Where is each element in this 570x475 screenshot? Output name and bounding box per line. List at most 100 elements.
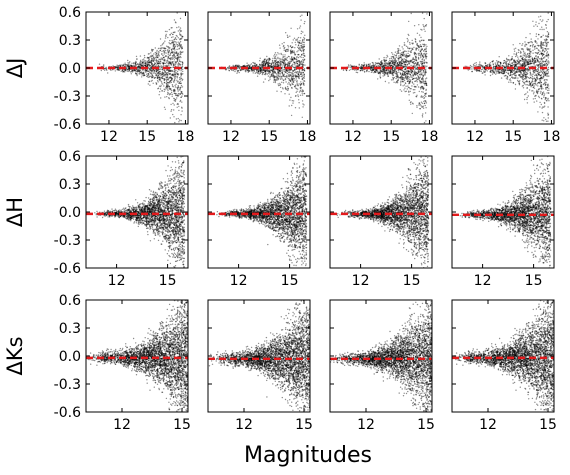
data-point — [423, 87, 425, 90]
data-point — [382, 75, 384, 77]
data-point — [538, 58, 541, 60]
data-point — [293, 77, 295, 80]
data-point — [163, 65, 165, 67]
data-point — [416, 42, 418, 45]
data-point — [529, 77, 532, 79]
data-point — [261, 66, 263, 68]
data-point — [545, 54, 548, 56]
data-point — [424, 92, 427, 95]
data-point — [543, 44, 545, 47]
data-point — [289, 45, 292, 48]
data-point — [513, 59, 516, 61]
data-point — [539, 106, 541, 108]
data-point — [403, 61, 406, 64]
data-point — [267, 72, 269, 75]
data-point — [162, 65, 164, 67]
data-point — [397, 65, 400, 67]
data-point — [173, 81, 175, 84]
data-point — [151, 77, 153, 79]
data-point — [166, 45, 168, 47]
data-point — [143, 72, 145, 75]
data-point — [518, 69, 520, 72]
data-point — [395, 71, 398, 73]
data-point — [478, 64, 480, 66]
data-point — [413, 63, 416, 65]
data-point — [288, 64, 291, 66]
data-point — [169, 57, 171, 60]
data-point — [406, 76, 409, 79]
data-point — [531, 41, 533, 43]
data-point — [167, 92, 169, 95]
data-point — [405, 56, 408, 58]
data-point — [236, 65, 238, 67]
data-point — [178, 121, 180, 123]
data-point — [416, 106, 418, 109]
data-point — [136, 63, 139, 65]
data-point — [524, 81, 527, 83]
data-point — [134, 65, 136, 67]
data-point — [267, 64, 269, 66]
data-point — [424, 71, 426, 74]
data-point — [290, 69, 292, 71]
data-point — [180, 67, 183, 70]
data-point — [425, 44, 427, 46]
data-point — [414, 73, 417, 75]
data-point — [491, 70, 494, 72]
data-point — [172, 36, 174, 38]
data-point — [135, 60, 137, 63]
data-point — [277, 65, 280, 67]
data-point — [536, 61, 538, 63]
data-point — [293, 75, 295, 78]
data-point — [381, 62, 383, 65]
data-point — [279, 70, 281, 72]
data-point — [523, 65, 525, 67]
data-point — [301, 90, 304, 93]
data-point — [392, 79, 394, 81]
data-point — [299, 40, 301, 42]
data-point — [473, 69, 476, 71]
data-point — [280, 67, 283, 70]
data-point — [167, 70, 170, 72]
data-point — [248, 67, 250, 70]
data-point — [275, 75, 277, 78]
data-point — [258, 67, 261, 69]
data-point — [141, 65, 143, 67]
data-point — [413, 65, 416, 67]
data-point — [509, 74, 512, 77]
data-point — [389, 70, 391, 72]
data-point — [424, 45, 426, 47]
data-point — [160, 66, 162, 69]
data-point — [416, 77, 418, 79]
data-point — [259, 67, 261, 69]
data-point — [177, 53, 179, 56]
data-point — [257, 70, 260, 72]
data-point — [282, 62, 285, 64]
data-point — [541, 64, 543, 66]
data-point — [525, 59, 528, 61]
data-point — [139, 65, 142, 67]
data-point — [181, 48, 183, 50]
data-point — [470, 66, 473, 68]
data-point — [522, 74, 524, 76]
data-point — [175, 83, 177, 86]
data-point — [547, 48, 550, 50]
data-point — [545, 43, 547, 45]
data-point — [125, 69, 127, 71]
data-point — [507, 64, 509, 66]
data-point — [396, 72, 398, 74]
data-point — [418, 79, 421, 82]
data-point — [144, 64, 146, 67]
data-point — [243, 64, 246, 67]
data-point — [422, 70, 424, 72]
data-point — [259, 67, 261, 69]
data-point — [524, 69, 526, 71]
data-point — [263, 62, 265, 64]
data-point — [274, 65, 276, 67]
data-point — [178, 109, 180, 112]
data-point — [279, 63, 282, 65]
data-point — [548, 62, 550, 64]
data-point — [178, 82, 180, 85]
data-point — [406, 57, 408, 59]
data-point — [170, 43, 172, 45]
data-point — [297, 85, 299, 87]
